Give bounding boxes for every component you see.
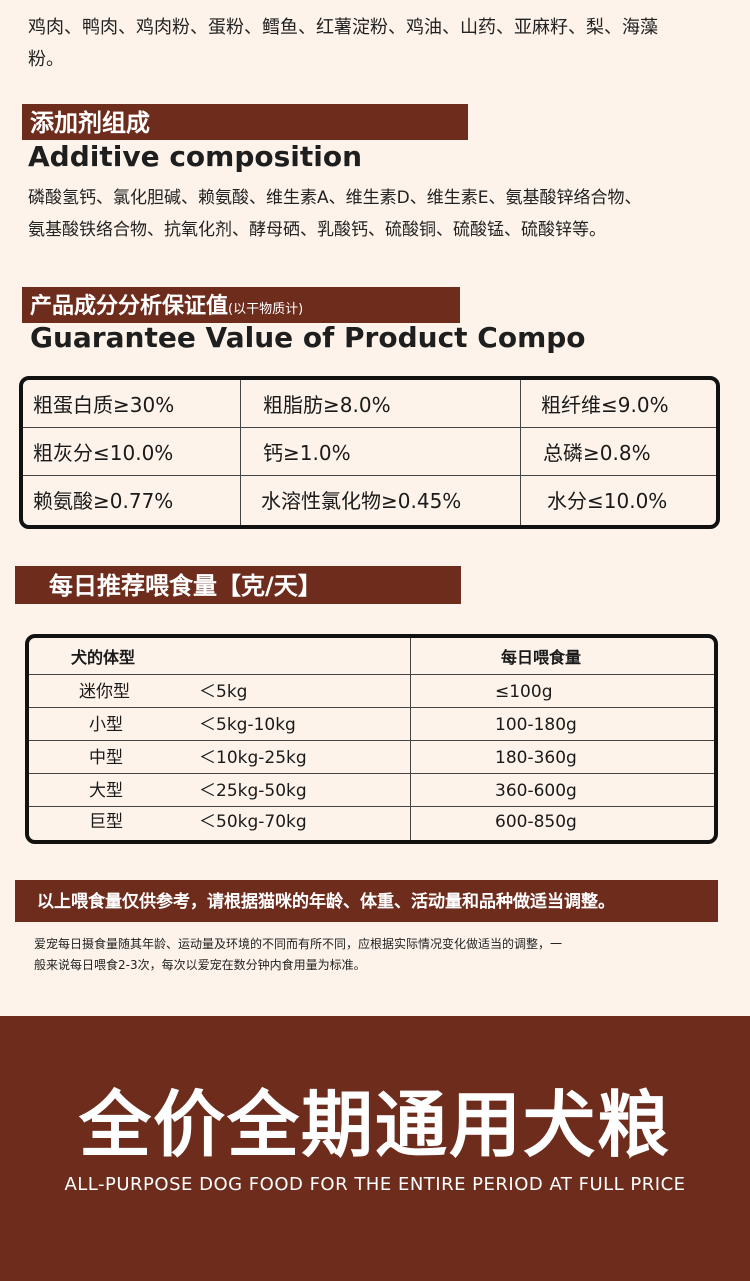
footer-title: 全价全期通用犬粮 <box>78 1083 671 1167</box>
feeding-weight: ＜10kg-25kg <box>199 748 307 768</box>
feeding-type: 中型 <box>89 748 123 768</box>
guarantee-cell: 粗蛋白质≥30% <box>33 393 175 417</box>
feeding-row: 巨型 ＜50kg-70kg 600-850g <box>29 807 714 840</box>
feeding-amount: ≤100g <box>495 682 553 702</box>
feeding-amount: 100-180g <box>495 715 577 735</box>
table-divider <box>520 380 521 525</box>
guarantee-cell: 水溶性氯化物≥0.45% <box>261 489 462 513</box>
guarantee-title-cn: 产品成分分析保证值 <box>30 294 229 319</box>
guarantee-row: 粗蛋白质≥30% 粗脂肪≥8.0% 粗纤维≤9.0% <box>23 380 716 428</box>
feeding-table: 犬的体型 每日喂食量 迷你型 ＜5kg ≤100g 小型 ＜5kg-10kg 1… <box>25 634 718 844</box>
feeding-amount: 180-360g <box>495 748 577 768</box>
guarantee-cell: 粗灰分≤10.0% <box>33 441 174 465</box>
guarantee-cell: 钙≥1.0% <box>263 441 351 465</box>
feeding-row: 迷你型 ＜5kg ≤100g <box>29 675 714 708</box>
feeding-weight: ＜50kg-70kg <box>199 812 307 832</box>
guarantee-table: 粗蛋白质≥30% 粗脂肪≥8.0% 粗纤维≤9.0% 粗灰分≤10.0% 钙≥1… <box>19 376 720 529</box>
feeding-row: 大型 ＜25kg-50kg 360-600g <box>29 774 714 807</box>
feeding-weight: ＜5kg-10kg <box>199 715 296 735</box>
additive-title-en: Additive composition <box>28 140 363 173</box>
additive-title-cn: 添加剂组成 <box>30 109 150 137</box>
footnote-line: 爱宠每日摄食量随其年龄、运动量及环境的不同而有所不同，应根据实际情况变化做适当的… <box>34 937 563 951</box>
feeding-type: 巨型 <box>89 812 123 832</box>
guarantee-row: 赖氨酸≥0.77% 水溶性氯化物≥0.45% 水分≤10.0% <box>23 476 716 524</box>
guarantee-title-en: Guarantee Value of Product Compo <box>30 321 586 354</box>
guarantee-title-band: 产品成分分析保证值(以干物质计) <box>22 287 460 323</box>
feeding-amount: 360-600g <box>495 781 577 801</box>
feeding-type: 迷你型 <box>79 682 130 702</box>
footer-block: 全价全期通用犬粮 ALL-PURPOSE DOG FOOD FOR THE EN… <box>0 1016 750 1281</box>
feeding-row: 中型 ＜10kg-25kg 180-360g <box>29 741 714 774</box>
feeding-weight: ＜25kg-50kg <box>199 781 307 801</box>
footer-subtitle: ALL-PURPOSE DOG FOOD FOR THE ENTIRE PERI… <box>64 1174 686 1195</box>
guarantee-cell: 水分≤10.0% <box>547 489 668 513</box>
footnote-line: 般来说每日喂食2-3次，每次以爱宠在数分钟内食用量为标准。 <box>34 958 366 972</box>
feeding-type: 小型 <box>89 715 123 735</box>
table-divider <box>410 638 411 840</box>
feeding-weight: ＜5kg <box>199 682 248 702</box>
feeding-type: 大型 <box>89 781 123 801</box>
table-divider <box>240 380 241 525</box>
note-banner: 以上喂食量仅供参考，请根据猫咪的年龄、体重、活动量和品种做适当调整。 <box>15 880 718 922</box>
note-banner-text: 以上喂食量仅供参考，请根据猫咪的年龄、体重、活动量和品种做适当调整。 <box>37 892 615 912</box>
feeding-footnote: 爱宠每日摄食量随其年龄、运动量及环境的不同而有所不同，应根据实际情况变化做适当的… <box>34 934 714 976</box>
feeding-row: 小型 ＜5kg-10kg 100-180g <box>29 708 714 741</box>
additive-line: 氨基酸铁络合物、抗氧化剂、酵母硒、乳酸钙、硫酸铜、硫酸锰、硫酸锌等。 <box>28 220 606 240</box>
guarantee-cell: 总磷≥0.8% <box>543 441 651 465</box>
additive-list: 磷酸氢钙、氯化胆碱、赖氨酸、维生素A、维生素D、维生素E、氨基酸锌络合物、 氨基… <box>28 182 738 246</box>
additive-line: 磷酸氢钙、氯化胆碱、赖氨酸、维生素A、维生素D、维生素E、氨基酸锌络合物、 <box>28 188 642 208</box>
guarantee-cell: 粗纤维≤9.0% <box>541 393 669 417</box>
feeding-header-type: 犬的体型 <box>71 648 136 667</box>
ingredients-line: 粉。 <box>28 49 64 70</box>
feeding-header-amount: 每日喂食量 <box>501 648 582 667</box>
ingredients-text: 鸡肉、鸭肉、鸡肉粉、蛋粉、鳕鱼、红薯淀粉、鸡油、山药、亚麻籽、梨、海藻 粉。 <box>28 12 728 76</box>
daily-title: 每日推荐喂食量【克/天】 <box>49 572 322 600</box>
ingredients-line: 鸡肉、鸭肉、鸡肉粉、蛋粉、鳕鱼、红薯淀粉、鸡油、山药、亚麻籽、梨、海藻 <box>28 17 658 38</box>
daily-title-band: 每日推荐喂食量【克/天】 <box>15 566 461 604</box>
feeding-amount: 600-850g <box>495 812 577 832</box>
guarantee-title-note: (以干物质计) <box>228 302 304 317</box>
guarantee-row: 粗灰分≤10.0% 钙≥1.0% 总磷≥0.8% <box>23 428 716 476</box>
guarantee-cell: 粗脂肪≥8.0% <box>263 393 391 417</box>
feeding-header-row: 犬的体型 每日喂食量 <box>29 638 714 675</box>
additive-title-band: 添加剂组成 <box>22 104 468 140</box>
guarantee-cell: 赖氨酸≥0.77% <box>33 489 174 513</box>
